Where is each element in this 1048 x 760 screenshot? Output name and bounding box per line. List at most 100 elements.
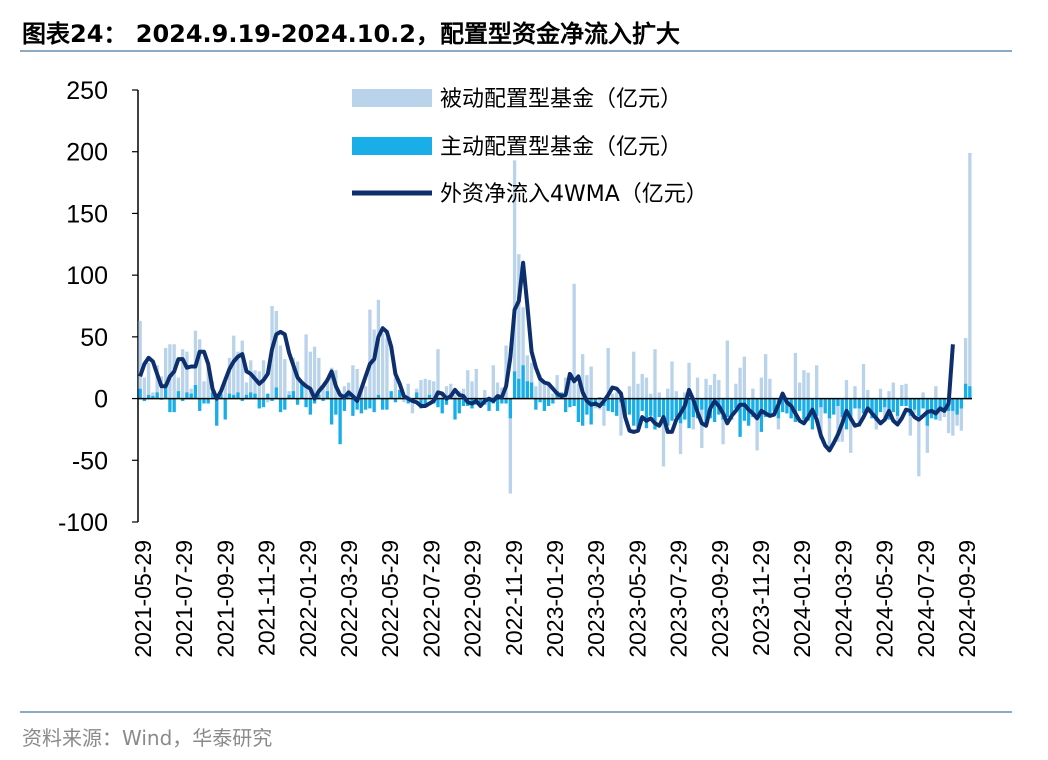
passive-bar	[249, 360, 253, 399]
active-bar	[270, 398, 274, 402]
x-tick-label: 2023-03-29	[583, 540, 609, 658]
active-bar	[172, 398, 176, 413]
passive-bar	[704, 378, 708, 399]
active-bar	[721, 398, 725, 420]
active-bar	[155, 392, 159, 399]
passive-bar	[657, 392, 661, 399]
active-bar	[712, 398, 717, 423]
passive-bar	[453, 394, 457, 399]
active-bar	[823, 398, 827, 414]
passive-bar	[185, 351, 189, 399]
active-bar	[142, 398, 147, 402]
active-bar	[236, 392, 240, 399]
passive-bar	[751, 388, 755, 399]
active-bar	[359, 398, 364, 414]
x-tick-label: 2023-09-29	[707, 540, 733, 658]
passive-bar	[844, 380, 849, 399]
passive-bar	[900, 384, 904, 399]
active-bar	[542, 398, 547, 411]
active-bar	[955, 398, 959, 415]
active-bar	[627, 398, 632, 415]
active-bar	[661, 398, 666, 423]
y-tick-label: 100	[66, 262, 108, 290]
y-tick-label: -100	[58, 509, 108, 537]
active-bar	[917, 398, 921, 416]
passive-bar	[381, 333, 385, 399]
active-bar	[385, 398, 389, 410]
active-bar	[742, 398, 747, 421]
passive-bar	[951, 398, 955, 436]
active-bar	[342, 398, 347, 411]
active-bar	[321, 398, 325, 402]
passive-bar	[376, 299, 381, 399]
passive-bar	[806, 372, 810, 399]
passive-bar	[606, 347, 610, 399]
passive-bar	[712, 373, 717, 399]
passive-bar	[508, 398, 512, 494]
active-bar	[440, 398, 444, 414]
x-tick-label: 2021-09-29	[212, 540, 238, 658]
active-bar	[278, 398, 283, 413]
passive-bar	[491, 365, 495, 399]
active-bar	[700, 398, 704, 410]
passive-bar	[521, 307, 525, 399]
passive-bar	[819, 398, 823, 440]
active-bar	[934, 398, 938, 420]
passive-bar	[427, 380, 432, 399]
passive-bar	[444, 386, 449, 399]
active-bar	[478, 398, 483, 406]
active-bar	[244, 394, 249, 399]
passive-bar	[495, 382, 500, 399]
passive-bar	[474, 368, 478, 399]
source-divider	[20, 711, 1012, 713]
active-bar	[219, 393, 223, 399]
active-bar	[640, 398, 644, 411]
passive-bar	[640, 373, 644, 399]
passive-bar	[181, 349, 185, 399]
active-bar	[249, 392, 253, 399]
active-bar	[261, 398, 266, 408]
legend-swatch-active	[352, 137, 432, 155]
active-bar	[436, 398, 440, 408]
active-bar	[951, 398, 955, 411]
passive-bar	[734, 383, 738, 399]
passive-bar	[449, 383, 453, 399]
active-bar	[210, 392, 215, 399]
passive-bar	[580, 354, 585, 399]
active-bar	[585, 398, 589, 415]
active-bar	[295, 398, 300, 405]
active-bar	[176, 391, 181, 399]
passive-bar	[695, 377, 700, 399]
passive-bar	[572, 283, 576, 399]
passive-bar	[142, 377, 147, 399]
passive-bar	[946, 398, 951, 434]
active-bar	[146, 394, 151, 399]
active-bar	[568, 398, 572, 408]
active-bar	[444, 398, 449, 405]
passive-bar	[793, 352, 798, 399]
passive-bar	[525, 355, 530, 399]
active-bar	[589, 398, 593, 425]
active-bar	[806, 398, 810, 421]
y-tick-label: 250	[66, 77, 108, 105]
active-bar	[576, 398, 581, 423]
active-bar	[517, 378, 521, 399]
passive-bar	[198, 339, 202, 399]
active-bar	[415, 392, 419, 399]
passive-bar	[155, 365, 159, 399]
active-bar	[138, 388, 142, 399]
passive-bar	[632, 351, 636, 399]
active-bar	[725, 398, 729, 418]
passive-bar	[585, 375, 589, 399]
active-bar	[453, 398, 457, 420]
passive-bar	[683, 392, 687, 399]
passive-bar	[538, 375, 542, 399]
passive-bar	[512, 160, 517, 399]
x-tick-label: 2021-07-29	[171, 540, 197, 658]
y-tick-label: -50	[72, 447, 108, 475]
active-bar	[866, 398, 870, 411]
x-tick-label: 2022-03-29	[336, 540, 362, 658]
passive-bar	[717, 380, 721, 399]
passive-bar	[329, 367, 334, 399]
passive-bar	[755, 398, 759, 451]
